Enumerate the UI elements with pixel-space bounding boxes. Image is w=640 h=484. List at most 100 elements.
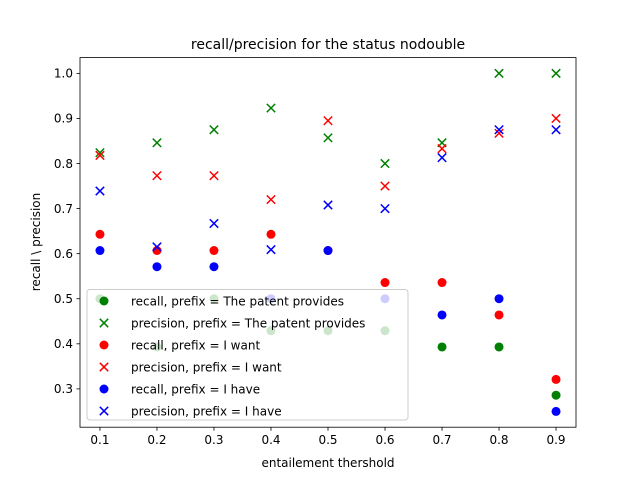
- data-point: [380, 203, 390, 214]
- chart-title: recall/precision for the status nodouble: [191, 37, 465, 53]
- x-axis: 0.1 0.2 0.3 0.4 0.5 0.6 0.7 0.8 0.9: [90, 427, 566, 447]
- data-point: [551, 124, 561, 135]
- x-tick-label: 0.2: [147, 433, 166, 447]
- x-marker-stroke: [99, 318, 109, 328]
- data-point: [551, 374, 561, 384]
- x-marker-stroke: [99, 362, 109, 372]
- x-marker-stroke: [323, 133, 333, 143]
- data-point: [95, 229, 105, 239]
- x-tick-label: 0.6: [375, 433, 394, 447]
- data-point: [266, 103, 276, 113]
- x-marker-stroke: [551, 124, 561, 135]
- x-tick-label: 0.3: [204, 433, 223, 447]
- x-tick-label: 0.4: [261, 433, 280, 447]
- data-point: [494, 294, 504, 304]
- x-marker-stroke: [266, 244, 276, 255]
- x-marker-stroke: [494, 124, 504, 135]
- y-axis-label: recall \ precision: [29, 193, 43, 291]
- data-point: [380, 278, 390, 288]
- data-point: [494, 68, 504, 79]
- data-point: [152, 170, 162, 181]
- x-marker-stroke: [437, 143, 447, 154]
- x-tick-label: 0.8: [489, 433, 508, 447]
- y-tick-label: 0.6: [54, 247, 73, 261]
- legend-label: recall, prefix = I have: [131, 382, 260, 396]
- data-point: [209, 170, 219, 181]
- x-marker-stroke: [551, 68, 561, 79]
- x-marker-stroke: [95, 150, 105, 161]
- data-point: [551, 113, 561, 124]
- x-marker-stroke: [266, 103, 276, 113]
- x-marker-stroke: [323, 200, 333, 210]
- x-marker-stroke: [323, 115, 333, 126]
- data-point: [266, 229, 276, 239]
- y-tick-label: 0.7: [54, 202, 73, 216]
- series-3: [95, 113, 561, 205]
- legend-marker: [99, 340, 109, 350]
- data-point: [209, 246, 219, 256]
- data-point: [95, 150, 105, 161]
- data-point: [494, 124, 504, 135]
- x-tick-label: 0.5: [318, 433, 337, 447]
- x-marker-stroke: [152, 138, 162, 148]
- data-point: [323, 246, 333, 256]
- data-point: [152, 138, 162, 148]
- x-marker-stroke: [152, 242, 162, 252]
- x-marker-stroke: [95, 147, 105, 158]
- data-point: [494, 128, 504, 139]
- x-marker-stroke: [209, 170, 219, 181]
- data-point: [494, 310, 504, 320]
- series-2: [95, 229, 561, 384]
- legend: recall, prefix = The patent provides prec…: [86, 289, 409, 421]
- x-marker-stroke: [494, 128, 504, 139]
- legend-marker: [99, 384, 109, 394]
- y-tick-label: 1.0: [54, 67, 73, 81]
- data-point: [323, 115, 333, 126]
- y-tick-label: 0.4: [54, 337, 73, 351]
- data-point: [437, 310, 447, 320]
- y-axis: 0.3 0.4 0.5 0.6 0.7 0.8 0.9 1.0: [54, 67, 80, 396]
- legend-box: [86, 289, 409, 421]
- data-point: [551, 406, 561, 416]
- legend-item: precision, prefix = I want: [99, 360, 282, 374]
- legend-item: recall, prefix = I have: [99, 382, 260, 396]
- x-tick-label: 0.9: [546, 433, 565, 447]
- legend-item: recall, prefix = I want: [99, 338, 260, 352]
- legend-label: recall, prefix = I want: [131, 338, 260, 352]
- data-point: [551, 390, 561, 400]
- legend-marker: [99, 362, 109, 372]
- data-point: [95, 186, 105, 196]
- data-point: [323, 200, 333, 210]
- data-point: [266, 194, 276, 205]
- series-1: [95, 68, 561, 169]
- data-point: [152, 242, 162, 252]
- x-tick-label: 0.7: [432, 433, 451, 447]
- data-point: [323, 133, 333, 143]
- x-marker-stroke: [99, 406, 109, 416]
- data-point: [209, 124, 219, 135]
- x-marker-stroke: [437, 152, 447, 163]
- series-5: [95, 124, 561, 255]
- data-point: [380, 181, 390, 191]
- x-marker-stroke: [95, 186, 105, 196]
- data-point: [551, 68, 561, 79]
- legend-label: precision, prefix = The patent provides: [131, 316, 365, 330]
- y-tick-label: 0.5: [54, 292, 73, 306]
- legend-label: precision, prefix = I have: [131, 404, 282, 418]
- data-point: [152, 262, 162, 272]
- legend-marker: [99, 318, 109, 328]
- x-marker-stroke: [380, 158, 390, 169]
- x-marker-stroke: [494, 68, 504, 79]
- legend-label: precision, prefix = I want: [131, 360, 282, 374]
- x-axis-label: entailement thershold: [261, 456, 394, 470]
- data-point: [494, 342, 504, 352]
- data-point: [209, 262, 219, 272]
- data-point: [95, 147, 105, 158]
- legend-item: precision, prefix = The patent provides: [99, 316, 365, 330]
- x-marker-stroke: [380, 181, 390, 191]
- legend-label: recall, prefix = The patent provides: [131, 294, 344, 308]
- data-point: [209, 218, 219, 229]
- plot-frame: [79, 57, 577, 428]
